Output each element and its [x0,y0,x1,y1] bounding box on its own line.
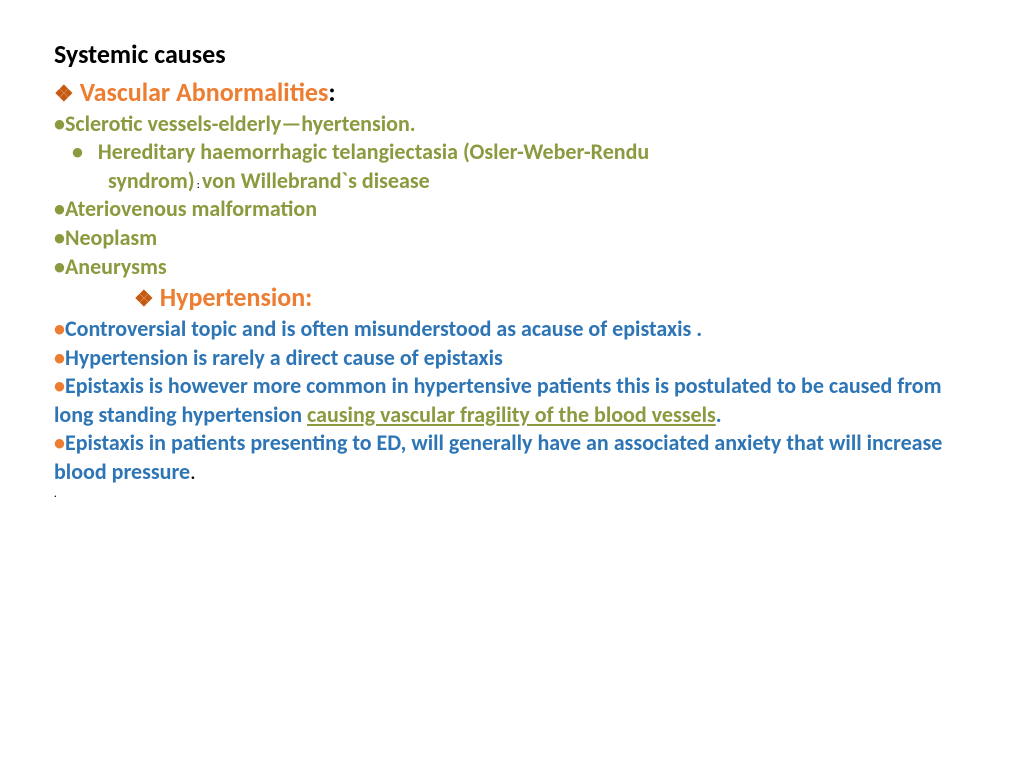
list-item: •Aneurysms [54,253,970,282]
slide-title: Systemic causes [54,38,970,72]
diamond-bullet-icon: ❖ [54,80,74,109]
item-text: Neoplasm [65,224,157,251]
para-text: Epistaxis in patients presenting to ED, … [54,429,942,485]
para-text: Controversial topic and is often misunde… [65,315,702,342]
trailing-dot: . [54,487,970,500]
list-item-continuation: syndrom) : von Willebrand`s disease [54,167,970,196]
list-item: •Neoplasm [54,224,970,253]
diamond-bullet-icon: ❖ [134,285,154,314]
paragraph: •Epistaxis in patients presenting to ED,… [54,429,970,486]
paragraph: •Hypertension is rarely a direct cause o… [54,344,970,373]
item-text: Hereditary haemorrhagic telangiectasia (… [98,138,649,165]
heading-text: Hypertension: [160,281,313,315]
item-text: von Willebrand`s disease [202,167,430,194]
list-item: •Sclerotic vessels-elderly—hyertension. [54,110,970,139]
section-heading-2: ❖ Hypertension: [54,281,970,315]
section-heading-1: ❖ Vascular Abnormalities: [54,76,970,110]
para-text: . [716,401,722,428]
paragraph: •Controversial topic and is often misund… [54,315,970,344]
heading-colon: : [328,76,335,108]
underlined-text: causing vascular fragility of the blood … [307,401,716,428]
item-text: Sclerotic vessels-elderly—hyertension. [65,110,416,137]
item-text: Ateriovenous malformation [65,195,317,222]
paragraph: •Epistaxis is however more common in hyp… [54,372,970,429]
heading-text: Vascular Abnormalities [80,76,329,108]
item-text: syndrom) [108,167,195,194]
para-text: Hypertension is rarely a direct cause of… [65,344,503,371]
para-text: . [190,458,196,485]
item-text: Aneurysms [65,253,167,280]
small-colon: : [195,178,202,191]
list-item: • Hereditary haemorrhagic telangiectasia… [54,138,970,167]
list-item: •Ateriovenous malformation [54,195,970,224]
